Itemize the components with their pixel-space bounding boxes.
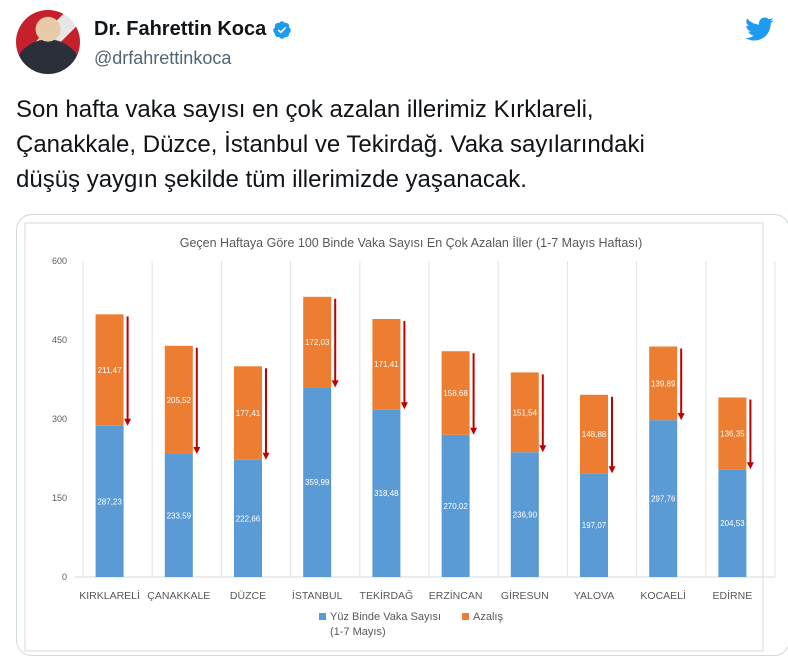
- tweet-text: Son hafta vaka sayısı en çok azalan ille…: [16, 92, 786, 197]
- data-label-decrease: 171,41: [374, 360, 399, 369]
- bar-decrease: [234, 366, 262, 460]
- x-tick-label: ÇANAKKALE: [147, 590, 210, 602]
- data-label-case-count: 233,59: [167, 511, 192, 520]
- legend-label: Yüz Binde Vaka Sayısı: [330, 611, 441, 623]
- data-label-decrease: 148,88: [582, 430, 607, 439]
- decrease-arrow-head: [608, 466, 616, 474]
- data-label-decrease: 172,03: [305, 338, 330, 347]
- x-tick-label: ERZİNCAN: [429, 589, 483, 602]
- author-name[interactable]: Dr. Fahrettin Koca: [94, 18, 267, 40]
- x-tick-label: YALOVA: [574, 590, 614, 602]
- data-label-decrease: 158,68: [443, 389, 468, 398]
- chart-title: Geçen Haftaya Göre 100 Binde Vaka Sayısı…: [180, 236, 643, 250]
- x-tick-label: KOCAELİ: [640, 589, 686, 602]
- legend-label: Azalış: [473, 611, 503, 623]
- bar-case-count: [441, 434, 470, 577]
- verified-badge-icon: [273, 20, 292, 39]
- tweet-media-chart[interactable]: Geçen Haftaya Göre 100 Binde Vaka Sayısı…: [16, 214, 788, 656]
- decrease-arrow-head: [124, 418, 132, 426]
- author-handle[interactable]: @drfahrettinkoca: [94, 48, 232, 68]
- tweet-header: Dr. Fahrettin Koca @drfahrettinkoca: [16, 8, 776, 78]
- twitter-bird-icon: [745, 17, 774, 41]
- data-label-decrease: 177,41: [236, 409, 261, 418]
- y-tick-label: 600: [52, 256, 67, 266]
- author-row: Dr. Fahrettin Koca: [94, 18, 292, 41]
- decrease-arrow-head: [539, 445, 547, 453]
- x-tick-label: EDİRNE: [713, 589, 753, 602]
- data-label-case-count: 287,23: [97, 497, 122, 506]
- x-tick-label: KIRKLARELİ: [79, 589, 140, 602]
- decrease-arrow-head: [193, 446, 201, 454]
- bar-case-count: [234, 459, 262, 577]
- bar-decrease: [164, 345, 193, 454]
- bar-decrease: [718, 397, 747, 470]
- y-tick-label: 450: [52, 335, 67, 345]
- data-label-case-count: 236,90: [513, 511, 538, 520]
- legend-label-line2: (1-7 Mayıs): [330, 626, 386, 638]
- bar-case-count: [649, 420, 678, 577]
- bar-decrease: [95, 314, 124, 426]
- data-label-case-count: 297,76: [651, 495, 676, 504]
- avatar[interactable]: [16, 10, 80, 74]
- data-label-case-count: 270,02: [443, 502, 468, 511]
- data-label-decrease: 136,35: [720, 429, 745, 438]
- x-tick-label: GİRESUN: [501, 589, 549, 602]
- chart-legend: Yüz Binde Vaka Sayısı (1-7 Mayıs) Azalış: [319, 611, 503, 638]
- stacked-bar-chart: Geçen Haftaya Göre 100 Binde Vaka Sayısı…: [24, 222, 776, 652]
- bar-decrease: [580, 394, 608, 474]
- bar-case-count: [580, 473, 608, 577]
- data-label-decrease: 151,54: [513, 408, 538, 417]
- data-label-decrease: 139,89: [651, 379, 676, 388]
- decrease-arrow-head: [262, 452, 270, 460]
- y-tick-label: 300: [52, 414, 67, 424]
- data-label-case-count: 204,53: [720, 519, 745, 528]
- data-label-decrease: 205,52: [167, 396, 192, 405]
- decrease-arrow-head: [677, 413, 685, 421]
- decrease-arrow-head: [470, 427, 478, 435]
- x-tick-label: TEKİRDAĞ: [360, 589, 414, 602]
- data-label-case-count: 197,07: [582, 521, 607, 530]
- y-tick-label: 0: [62, 572, 67, 582]
- decrease-arrow-head: [400, 402, 408, 410]
- legend-swatch-orange: [462, 613, 469, 620]
- data-label-case-count: 359,99: [305, 478, 330, 487]
- legend-swatch-blue: [319, 613, 326, 620]
- bar-case-count: [372, 409, 401, 577]
- bar-decrease: [303, 296, 332, 388]
- tweet-text-line: Son hafta vaka sayısı en çok azalan ille…: [16, 96, 594, 123]
- bar-decrease: [510, 372, 539, 453]
- tweet-text-line: düşüş yaygın şekilde tüm illerimizde yaş…: [16, 166, 527, 193]
- bar-decrease: [441, 351, 470, 435]
- tweet-text-line: Çanakkale, Düzce, İstanbul ve Tekirdağ. …: [16, 131, 645, 158]
- data-label-decrease: 211,47: [98, 366, 122, 375]
- bar-decrease: [649, 346, 678, 421]
- bar-case-count: [510, 452, 539, 577]
- x-tick-label: DÜZCE: [230, 590, 266, 602]
- data-label-case-count: 222,66: [236, 514, 261, 523]
- x-tick-label: İSTANBUL: [292, 589, 343, 602]
- data-label-case-count: 318,48: [374, 489, 399, 498]
- decrease-arrow-head: [331, 380, 339, 388]
- bar-case-count: [164, 453, 193, 577]
- y-tick-label: 150: [52, 493, 67, 503]
- bar-decrease: [372, 318, 401, 410]
- decrease-arrow-head: [746, 462, 754, 470]
- bar-case-count: [95, 425, 124, 577]
- bar-case-count: [303, 387, 332, 577]
- bar-case-count: [718, 469, 747, 577]
